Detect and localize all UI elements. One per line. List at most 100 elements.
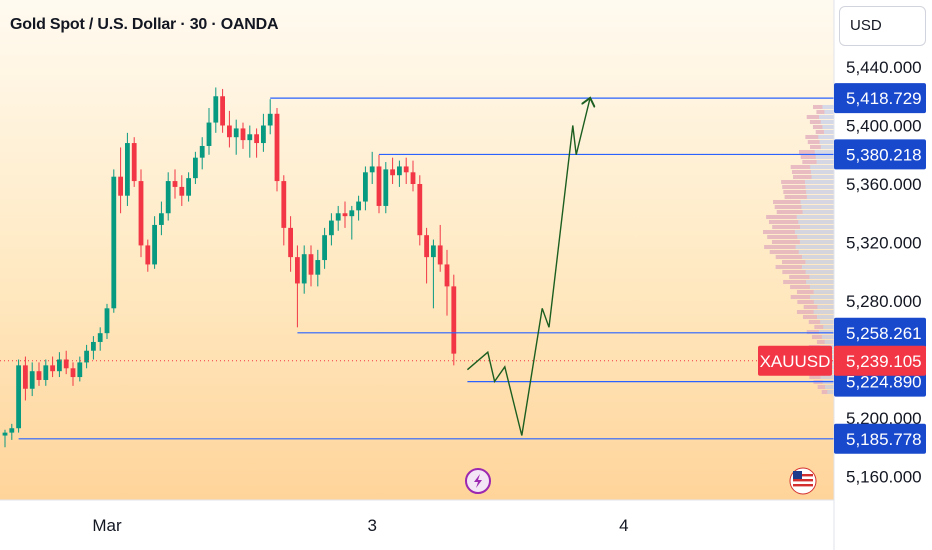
volume-profile-bar (764, 245, 834, 249)
level-price-tag[interactable] (834, 139, 926, 170)
candle[interactable] (111, 176, 117, 309)
candle[interactable] (329, 220, 334, 236)
candle[interactable] (288, 227, 293, 258)
volume-profile-bar (776, 210, 834, 214)
candle[interactable] (2, 432, 8, 436)
candle[interactable] (159, 213, 164, 225)
volume-profile-bar (816, 110, 834, 114)
candle[interactable] (376, 166, 382, 206)
candle[interactable] (315, 260, 321, 275)
candle[interactable] (247, 134, 253, 141)
candle[interactable] (70, 368, 76, 378)
candle[interactable] (104, 308, 110, 334)
price-tick-label: 5,320.000 (846, 234, 922, 253)
candle[interactable] (437, 245, 443, 265)
candle[interactable] (57, 359, 62, 372)
us-flag-icon[interactable] (789, 467, 817, 495)
candle[interactable] (431, 245, 436, 258)
candle[interactable] (356, 201, 361, 211)
candle[interactable] (254, 134, 259, 144)
candle[interactable] (301, 254, 307, 284)
candle[interactable] (363, 172, 368, 202)
candle[interactable] (138, 181, 144, 246)
candle[interactable] (165, 181, 171, 214)
candle[interactable] (77, 362, 83, 378)
level-price-tag[interactable] (834, 317, 926, 348)
price-axis[interactable]: 5,440.000 5,400.000 5,360.000 5,320.000 5,28… (846, 58, 922, 487)
candle[interactable] (369, 166, 375, 173)
candle[interactable] (444, 264, 450, 287)
candle[interactable] (451, 286, 457, 354)
candle[interactable] (397, 166, 402, 176)
volume-profile-bar (771, 240, 800, 244)
candle[interactable] (342, 213, 348, 217)
candle[interactable] (29, 371, 35, 389)
currency-button[interactable]: USD (839, 6, 926, 46)
level-price-tag[interactable] (834, 83, 926, 114)
volume-profile-bar (810, 145, 834, 149)
volume-profile-bar (810, 145, 821, 149)
candle[interactable] (274, 113, 280, 182)
candle[interactable] (63, 359, 69, 369)
candle[interactable] (240, 128, 246, 141)
candle[interactable] (206, 122, 212, 146)
candle[interactable] (84, 350, 89, 363)
volume-profile-bar (781, 180, 805, 184)
volume-profile-bar (821, 390, 828, 394)
lightning-icon[interactable] (465, 468, 491, 494)
level-price-tag[interactable] (834, 423, 926, 454)
time-axis[interactable]: Mar 3 4 (92, 516, 628, 535)
candle[interactable] (335, 213, 341, 221)
volume-profile-bar (789, 275, 834, 279)
candle[interactable] (50, 365, 55, 372)
candle[interactable] (417, 184, 423, 236)
candle[interactable] (186, 178, 191, 196)
current-price-tag[interactable] (834, 345, 926, 376)
candle[interactable] (131, 143, 137, 182)
candle[interactable] (9, 428, 15, 433)
candle[interactable] (118, 176, 123, 196)
candle[interactable] (91, 341, 96, 351)
candle[interactable] (193, 157, 198, 179)
volume-profile-bar (816, 340, 825, 344)
symbol-tag[interactable] (758, 345, 832, 376)
candle[interactable] (383, 169, 389, 206)
volume-profile-bar (774, 205, 834, 209)
candle[interactable] (125, 143, 130, 196)
candle[interactable] (403, 166, 409, 173)
candle[interactable] (424, 235, 429, 258)
candle[interactable] (23, 365, 28, 389)
candle[interactable] (267, 113, 273, 126)
chart-title: Gold Spot / U.S. Dollar · 30 · OANDA (10, 16, 279, 33)
candle[interactable] (410, 172, 416, 184)
candle[interactable] (295, 257, 300, 284)
candle[interactable] (213, 96, 219, 123)
candle[interactable] (261, 125, 266, 144)
candle[interactable] (349, 210, 355, 217)
candle[interactable] (390, 169, 395, 176)
volume-profile-bar (796, 290, 834, 294)
volume-profile-bar (790, 285, 834, 289)
candle[interactable] (172, 181, 178, 187)
candle[interactable] (16, 365, 21, 429)
candle[interactable] (152, 224, 157, 265)
candle[interactable] (199, 145, 205, 158)
candle[interactable] (145, 245, 151, 265)
candle[interactable] (36, 371, 42, 380)
volume-profile-bar (805, 135, 834, 139)
candle[interactable] (322, 235, 327, 261)
candle[interactable] (220, 96, 225, 126)
candle[interactable] (281, 181, 287, 228)
candle[interactable] (233, 128, 239, 138)
volume-profile-bar (772, 225, 834, 229)
candle[interactable] (308, 254, 314, 275)
volume-profile-bar (782, 270, 806, 274)
candle[interactable] (227, 125, 232, 138)
candle[interactable] (43, 365, 49, 380)
volume-profile-bar (805, 135, 819, 139)
projection-path[interactable] (466, 99, 589, 436)
candle[interactable] (97, 333, 103, 342)
candle[interactable] (179, 186, 185, 196)
